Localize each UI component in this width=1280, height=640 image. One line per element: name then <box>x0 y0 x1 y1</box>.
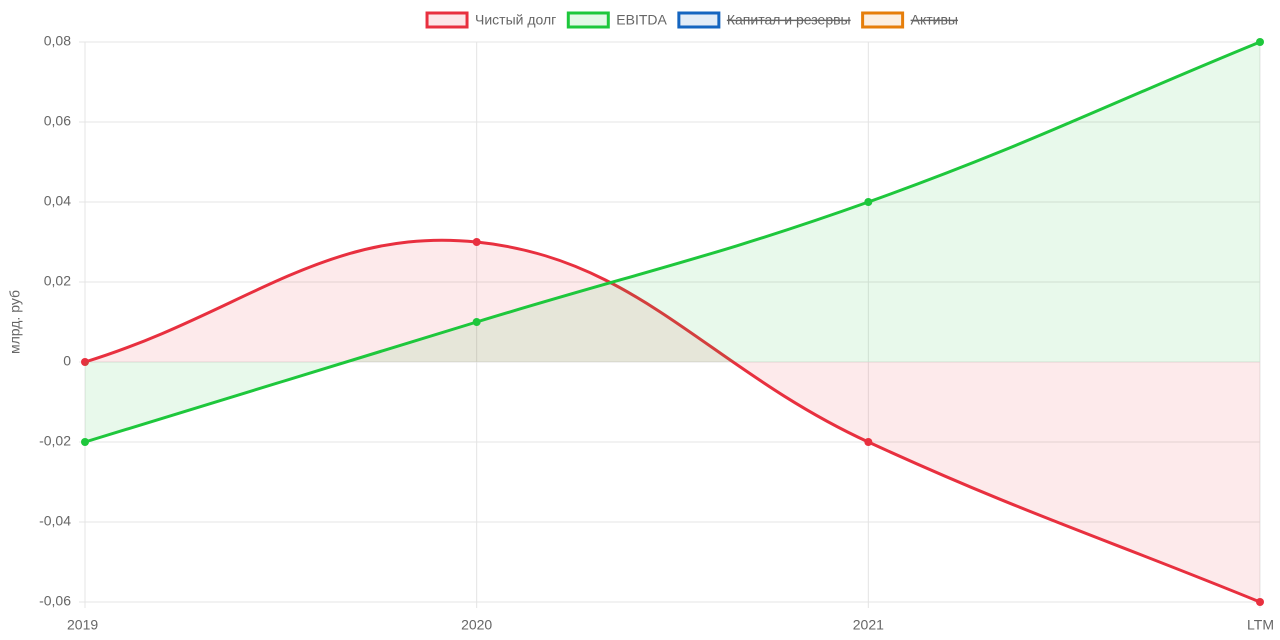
y-tick-label: 0,08 <box>44 33 71 49</box>
line <box>84 40 1261 444</box>
x-tick-label: LTM <box>1247 617 1274 633</box>
point <box>1256 38 1264 46</box>
point <box>864 198 873 206</box>
area <box>85 240 1260 602</box>
point <box>81 438 89 446</box>
legend-label[interactable]: EBITDA <box>616 12 667 28</box>
point <box>1256 598 1264 606</box>
y-tick-label: -0,04 <box>39 513 71 529</box>
legend-label[interactable]: Капитал и резервы <box>727 12 851 28</box>
legend-swatch <box>677 11 721 29</box>
point <box>472 238 481 246</box>
y-tick-label: -0,06 <box>39 593 71 609</box>
area <box>85 42 1260 442</box>
x-tick-label: 2020 <box>461 617 492 633</box>
point <box>864 438 873 446</box>
x-tick-label: 2021 <box>853 617 884 633</box>
y-tick-label: 0,06 <box>44 113 71 129</box>
y-axis-label: млрд. руб <box>7 290 23 354</box>
legend-swatch <box>566 11 610 29</box>
y-tick-label: 0 <box>63 353 71 369</box>
line <box>84 238 1261 604</box>
legend-label[interactable]: Чистый долг <box>475 12 556 28</box>
y-tick-label: 0,04 <box>44 193 71 209</box>
point <box>472 318 481 326</box>
legend-swatch <box>861 11 905 29</box>
y-tick-label: -0,02 <box>39 433 71 449</box>
x-tick-label: 2019 <box>67 617 98 633</box>
legend: Чистый долг EBITDA Капитал и резервы Активы <box>425 11 958 29</box>
y-tick-label: 0,02 <box>44 273 71 289</box>
legend-label[interactable]: Активы <box>911 12 958 28</box>
legend-swatch <box>425 11 469 29</box>
point <box>81 358 89 366</box>
